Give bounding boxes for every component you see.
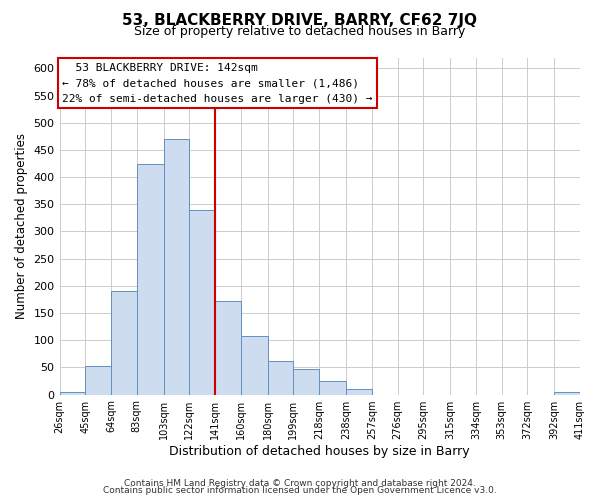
Bar [293,369,319,394]
Text: Contains public sector information licensed under the Open Government Licence v3: Contains public sector information licen… [103,486,497,495]
Y-axis label: Number of detached properties: Number of detached properties [15,133,28,319]
Bar [59,392,85,394]
Bar [85,366,111,394]
Bar [346,389,372,394]
Bar [137,164,164,394]
Bar [319,381,346,394]
Bar [241,336,268,394]
Bar [554,392,580,394]
X-axis label: Distribution of detached houses by size in Barry: Distribution of detached houses by size … [169,444,470,458]
Text: Size of property relative to detached houses in Barry: Size of property relative to detached ho… [134,25,466,38]
Text: Contains HM Land Registry data © Crown copyright and database right 2024.: Contains HM Land Registry data © Crown c… [124,478,476,488]
Bar [215,301,241,394]
Text: 53, BLACKBERRY DRIVE, BARRY, CF62 7JQ: 53, BLACKBERRY DRIVE, BARRY, CF62 7JQ [122,12,478,28]
Bar [268,361,293,394]
Text: 53 BLACKBERRY DRIVE: 142sqm
← 78% of detached houses are smaller (1,486)
22% of : 53 BLACKBERRY DRIVE: 142sqm ← 78% of det… [62,62,373,104]
Bar [190,210,215,394]
Bar [111,292,137,395]
Bar [164,139,190,394]
